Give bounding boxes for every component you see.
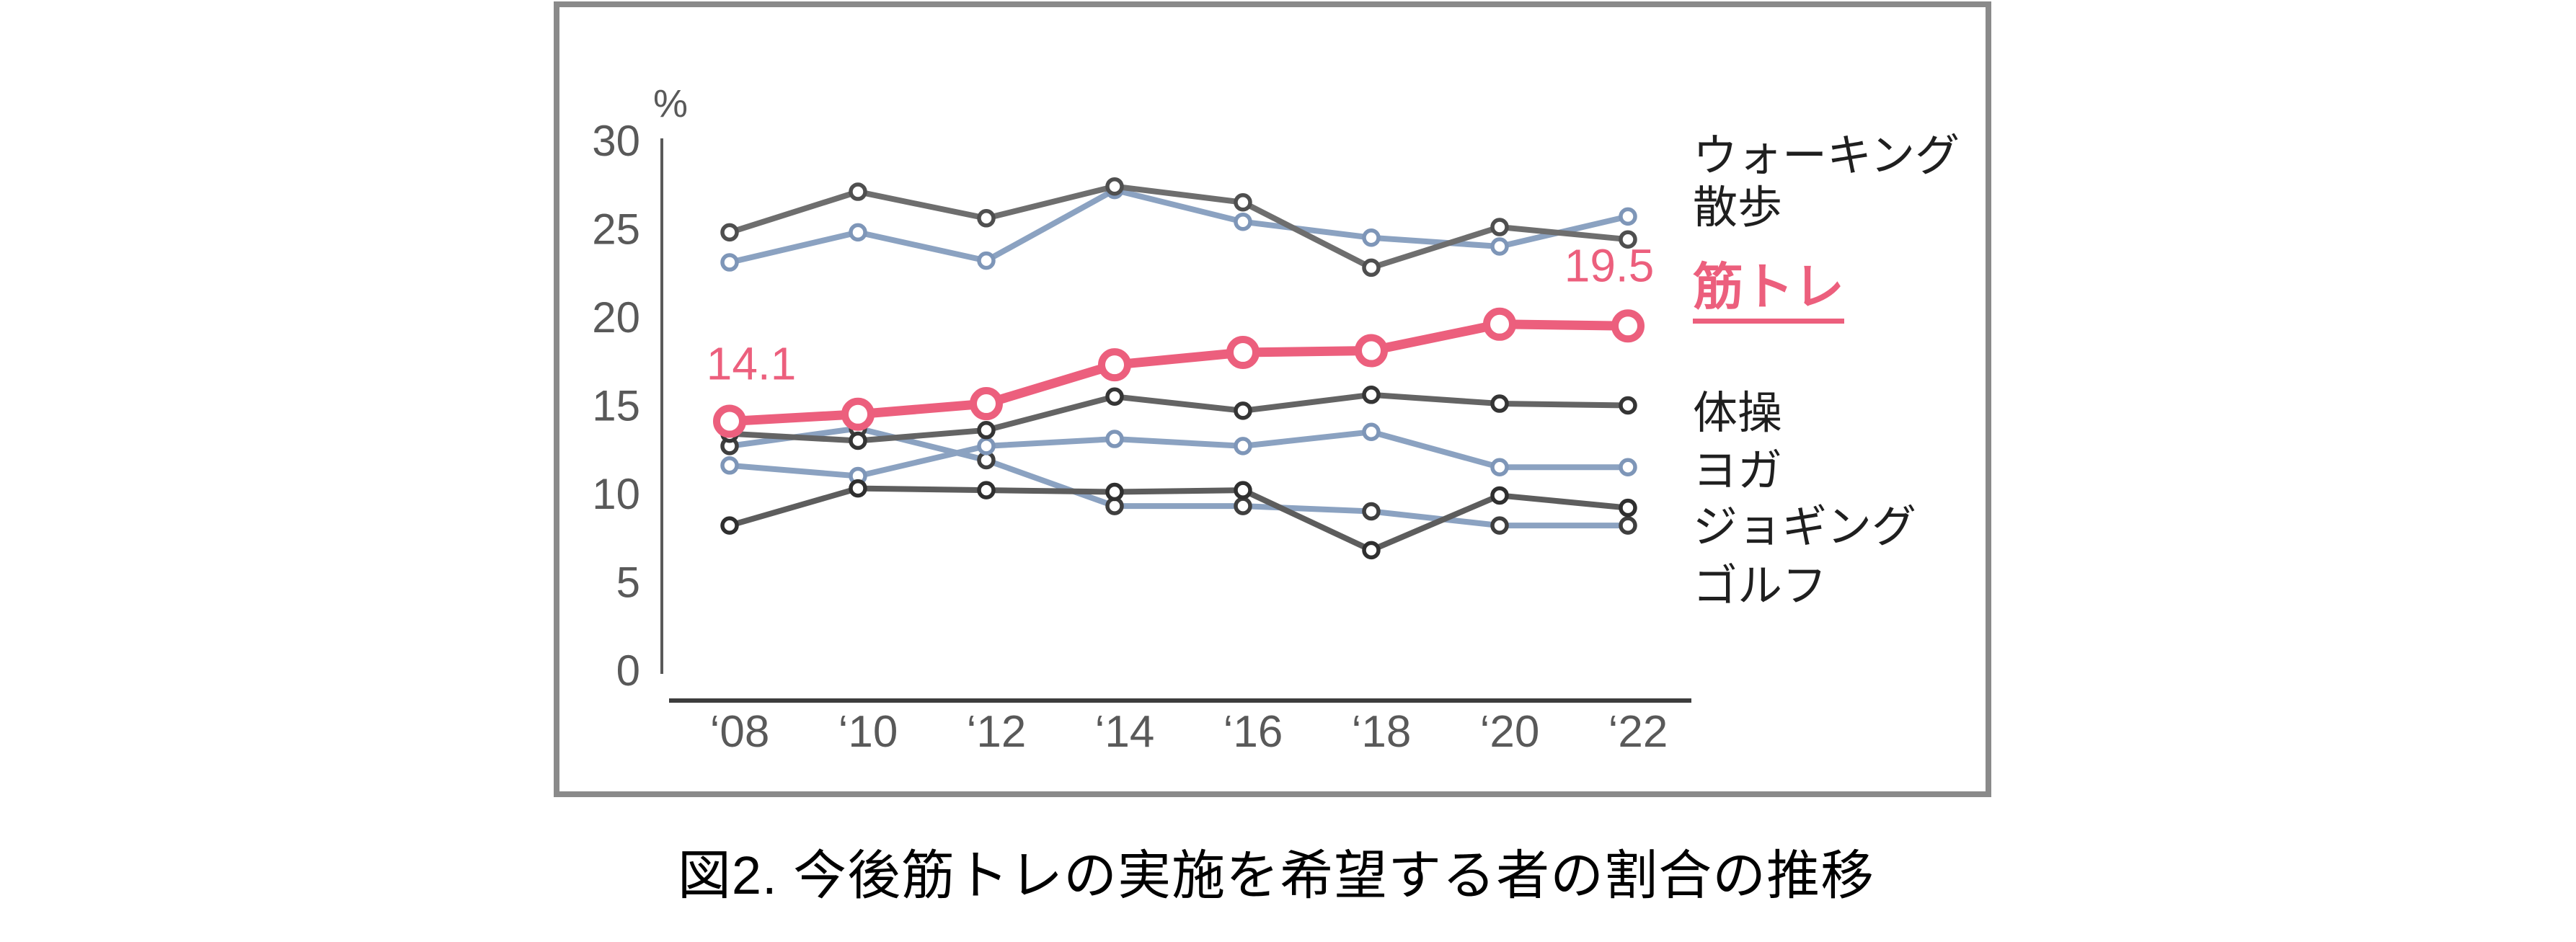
data-point-marker: [1619, 516, 1637, 535]
data-point-marker: [1362, 541, 1381, 560]
data-point-marker: [977, 251, 996, 270]
series-line: [729, 391, 1629, 444]
y-tick-label: 10: [592, 470, 640, 518]
data-point-marker: [977, 421, 996, 440]
y-tick-label: 20: [592, 293, 640, 342]
legend-gymnastics: 体操: [1693, 388, 1783, 438]
data-point-marker: [1226, 336, 1260, 369]
figure-caption: 図2. 今後筋トレの実施を希望する者の割合の推移: [677, 845, 1875, 905]
data-point-marker: [1234, 497, 1252, 515]
data-point-marker: [1483, 307, 1516, 341]
y-tick-label: 30: [592, 117, 640, 165]
y-tick-label: 25: [592, 205, 640, 254]
value-annotation: 19.5: [1564, 239, 1655, 291]
data-point-marker: [1234, 193, 1252, 212]
data-point-marker: [849, 479, 867, 498]
data-point-marker: [1619, 207, 1637, 226]
data-point-marker: [720, 253, 739, 272]
series-ヨガ: [720, 422, 1637, 486]
data-point-marker: [1619, 396, 1637, 415]
data-point-marker: [1105, 430, 1124, 448]
legend-jogging: ジョギング: [1693, 502, 1917, 552]
legend-yoga: ヨガ: [1693, 446, 1783, 496]
data-point-marker: [1234, 401, 1252, 420]
legend-golf: ゴルフ: [1693, 561, 1828, 611]
series-ゴルフ: [720, 419, 1637, 535]
data-point-marker: [1362, 228, 1381, 247]
series-line: [729, 319, 1629, 427]
data-point-marker: [1362, 386, 1381, 404]
data-point-marker: [1362, 422, 1381, 441]
data-point-marker: [1098, 348, 1131, 382]
x-tick-label: ‘20: [1480, 707, 1540, 757]
data-point-marker: [1490, 218, 1509, 236]
data-point-marker: [713, 404, 746, 438]
series-ウォーキング: [720, 177, 1637, 277]
data-point-marker: [1490, 394, 1509, 413]
data-point-marker: [1619, 498, 1637, 517]
chart-frame: 0 5 10 15 20 25 30% ‘08 ‘10 ‘12 ‘14 ‘16 ‘18 ‘20 ‘22 14.…: [554, 1, 1991, 797]
legend-walking: ウォーキング: [1693, 131, 1960, 181]
data-point-marker: [720, 223, 739, 242]
y-tick-label: 15: [592, 382, 640, 430]
data-point-marker: [849, 223, 867, 242]
data-point-marker: [1611, 309, 1645, 343]
y-tick-label: 0: [616, 646, 640, 695]
data-point-marker: [849, 431, 867, 450]
data-point-marker: [970, 387, 1003, 421]
data-point-marker: [1362, 502, 1381, 521]
x-tick-label: ‘14: [1095, 707, 1155, 757]
data-point-marker: [1234, 481, 1252, 499]
x-tick-label: ‘08: [710, 707, 770, 757]
value-annotation: 14.1: [707, 338, 797, 390]
data-point-marker: [1619, 458, 1637, 476]
data-point-marker: [1490, 516, 1509, 535]
y-axis-unit-label: %: [653, 82, 688, 125]
x-tick-label: ‘16: [1223, 707, 1283, 757]
data-point-marker: [720, 516, 739, 535]
data-point-marker: [1105, 177, 1124, 196]
x-tick-label: ‘22: [1608, 707, 1668, 757]
data-point-marker: [1234, 437, 1252, 456]
series-line: [729, 429, 1628, 479]
y-tick-label: 5: [616, 559, 640, 607]
data-point-marker: [1105, 387, 1124, 406]
data-point-marker: [1234, 212, 1252, 231]
series-line: [729, 187, 1629, 265]
series-line: [728, 485, 1629, 554]
data-point-marker: [1490, 486, 1509, 505]
x-tick-label: ‘10: [838, 707, 898, 757]
data-point-marker: [1490, 458, 1509, 476]
data-point-marker: [849, 182, 867, 201]
series-ジョギング: [720, 479, 1637, 560]
data-point-marker: [1355, 334, 1388, 368]
data-point-marker: [1619, 230, 1637, 249]
legend-strength-training: 筋トレ: [1693, 260, 1844, 324]
data-point-marker: [1490, 237, 1509, 256]
data-point-marker: [1362, 258, 1381, 277]
data-point-marker: [977, 209, 996, 228]
data-point-marker: [841, 397, 875, 431]
series-line: [729, 425, 1628, 529]
data-point-marker: [977, 437, 996, 456]
data-point-marker: [977, 481, 996, 499]
x-tick-label: ‘18: [1352, 707, 1412, 757]
x-tick-label: ‘12: [967, 707, 1027, 757]
data-point-marker: [720, 456, 739, 475]
line-chart: 0 5 10 15 20 25 30% ‘08 ‘10 ‘12 ‘14 ‘16 ‘18 ‘20 ‘22 14.…: [592, 82, 1691, 757]
data-point-marker: [1105, 482, 1124, 502]
series-筋トレ: [713, 307, 1645, 438]
series-line: [728, 183, 1629, 271]
legend-stroll: 散歩: [1693, 183, 1783, 233]
